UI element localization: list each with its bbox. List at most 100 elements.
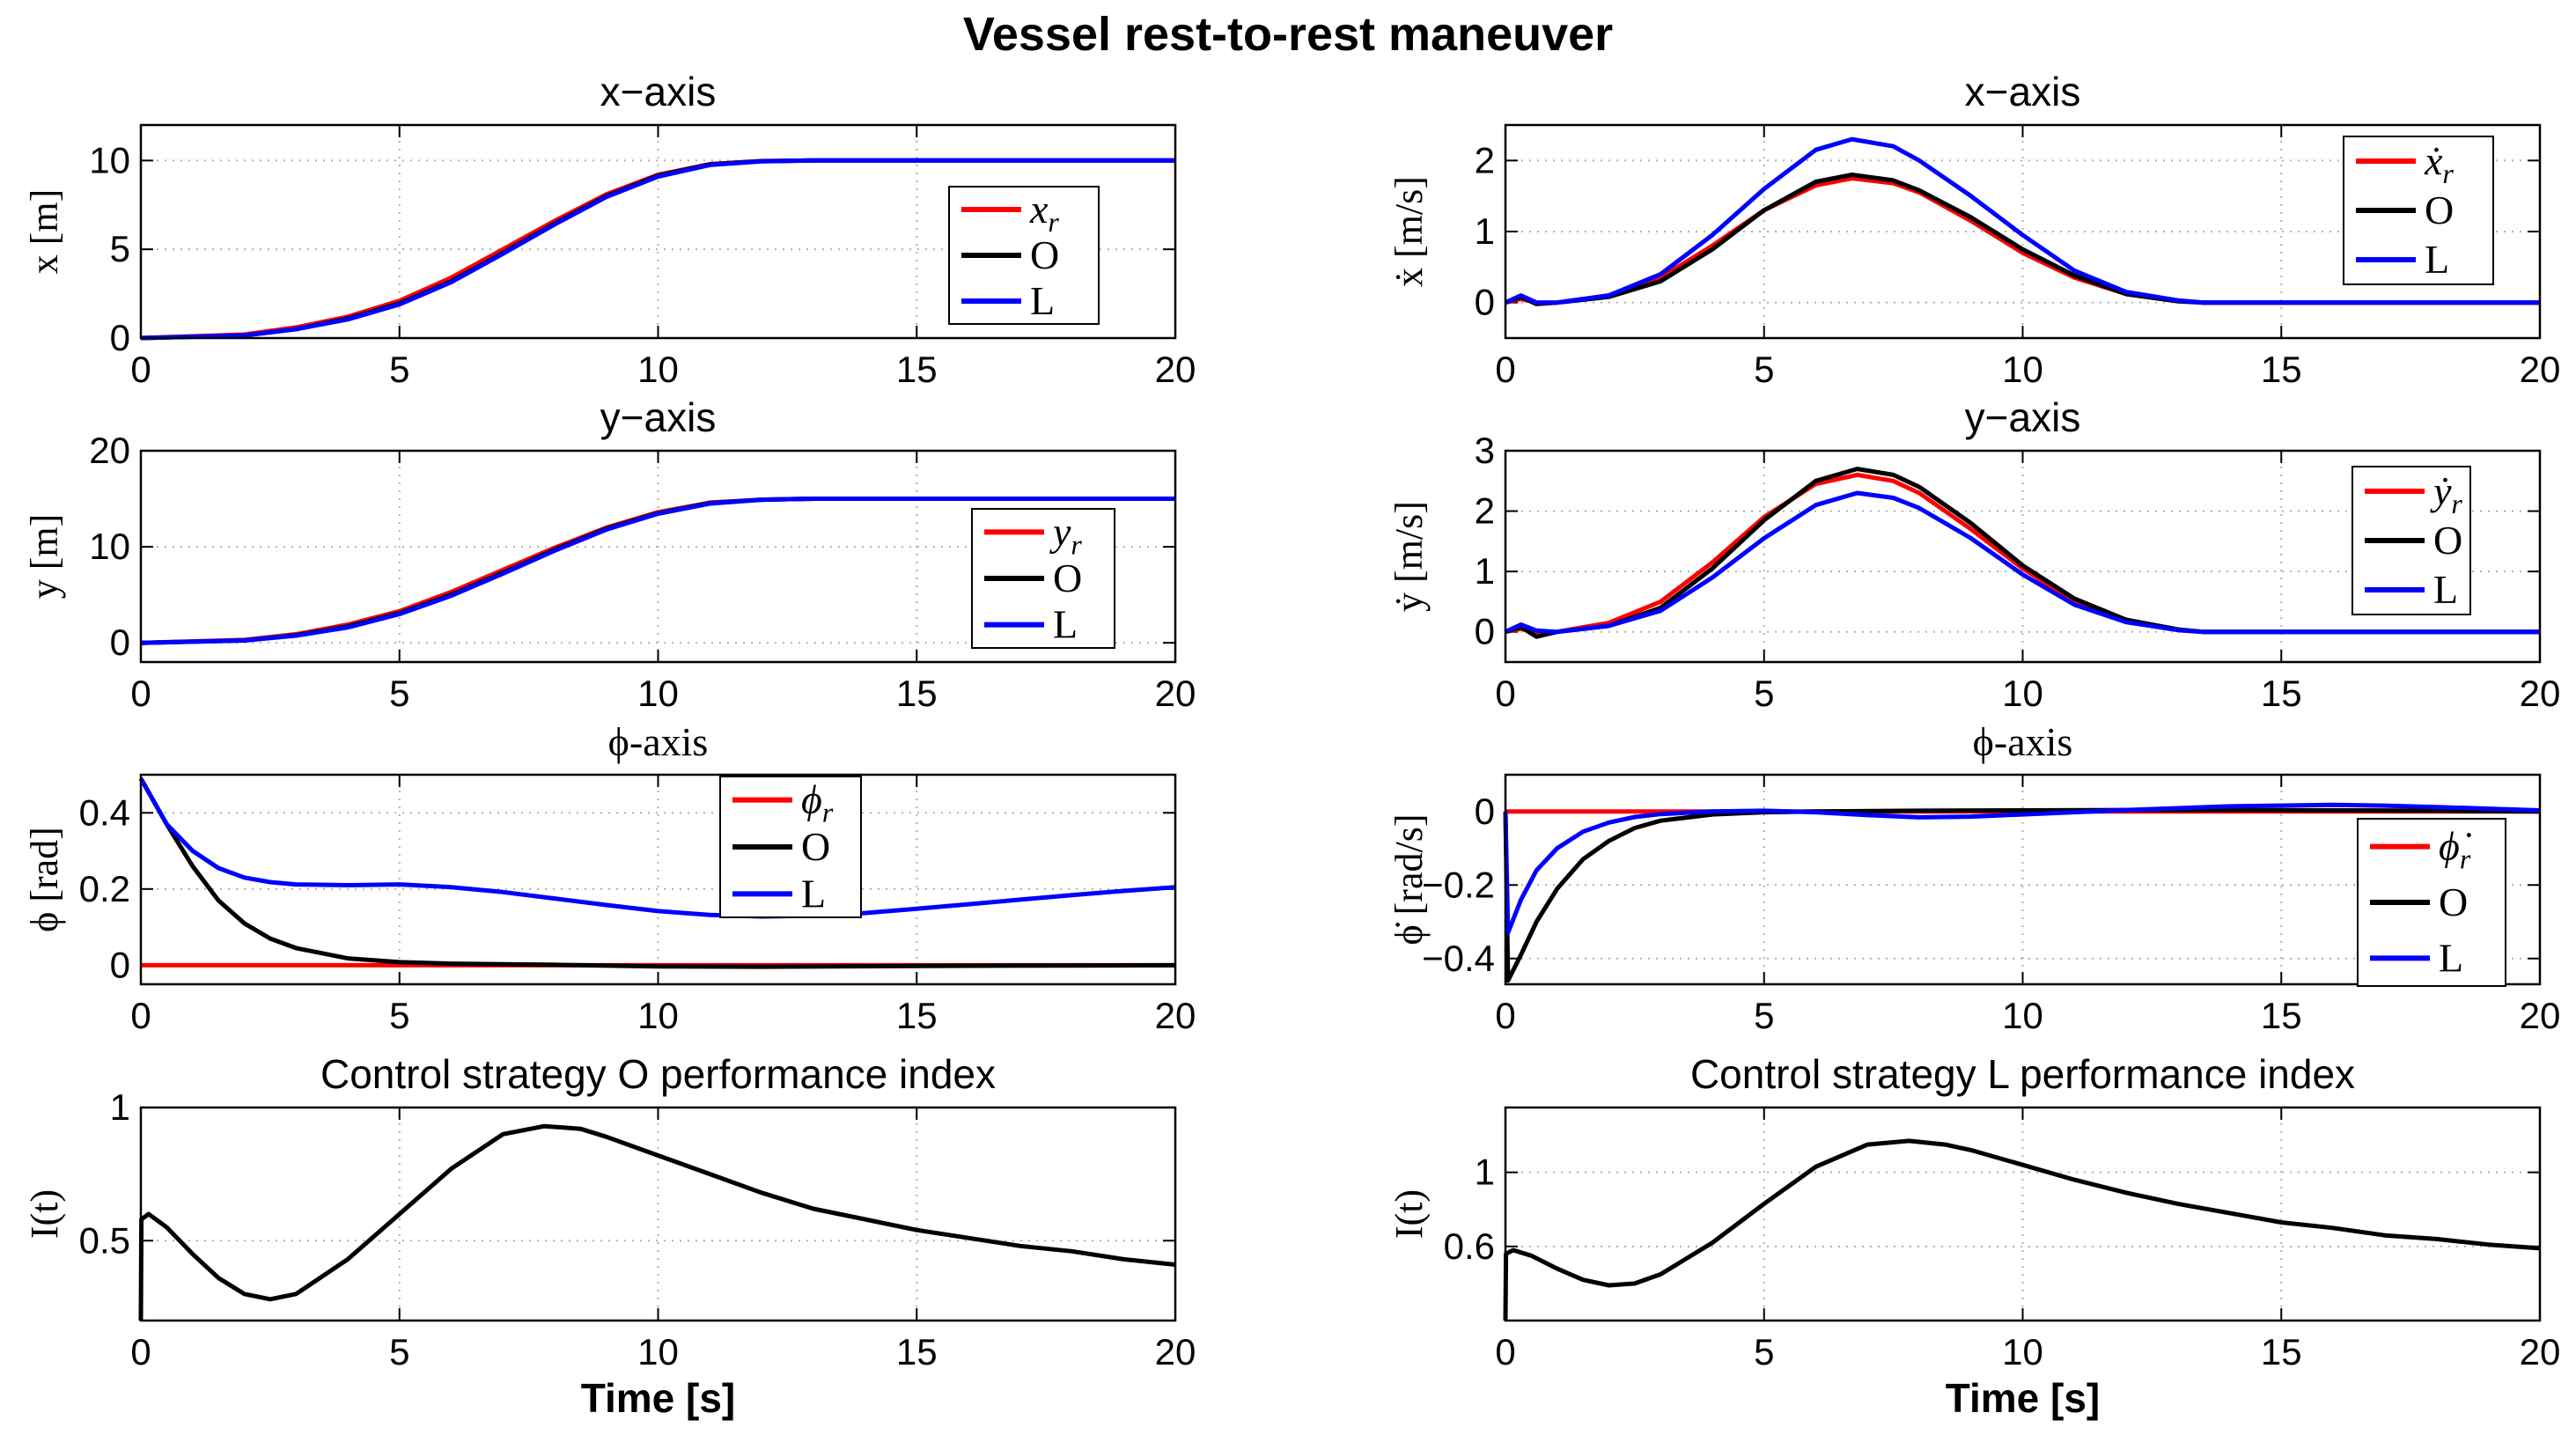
chart-title: x−axis [600, 69, 717, 114]
axes-box [1504, 123, 2542, 340]
chart-title: ϕ-axis [1973, 719, 2073, 764]
series-line-phi-L [138, 777, 1176, 919]
series-line-phi-O [138, 777, 1176, 969]
y-tick-label: 0 [1475, 791, 1495, 832]
y-axis-label: x [m] [23, 189, 66, 275]
series-line-ydot-L [1504, 490, 2540, 635]
axes-box [1504, 1106, 2542, 1322]
x-tick-label: 10 [637, 1331, 679, 1372]
axes-box [139, 123, 1177, 340]
y-tick-label: 0.6 [1444, 1225, 1495, 1267]
x-tick-label: 5 [1754, 349, 1774, 390]
axes-box [139, 449, 1177, 664]
y-tick-label: 0 [1475, 282, 1495, 323]
y-axis-label: ϕ̇ [rad/s] [1387, 814, 1431, 946]
y-tick-label: 1 [110, 1086, 130, 1128]
x-tick-label: 0 [1495, 673, 1515, 714]
legend-label: L [2433, 567, 2458, 612]
y-tick-label: −0.4 [1422, 938, 1495, 979]
chart-title: x−axis [1965, 69, 2081, 114]
series-line-xdot-L [1504, 136, 2540, 305]
x-tick-label: 5 [389, 349, 409, 390]
x-tick-label: 0 [1495, 1331, 1515, 1372]
x-tick-label: 5 [1754, 995, 1774, 1036]
y-tick-label: 3 [1475, 430, 1495, 471]
x-tick-label: 20 [1155, 1331, 1196, 1372]
series-line-indexL-O [1503, 1138, 2541, 1321]
x-tick-label: 10 [2002, 995, 2043, 1036]
legend-label: L [2425, 237, 2449, 282]
series-line-x-L [140, 158, 1175, 341]
x-tick-label: 10 [2002, 673, 2043, 714]
x-tick-label: 0 [130, 995, 151, 1036]
x-tick-label: 5 [1754, 673, 1774, 714]
x-tick-label: 20 [2520, 995, 2561, 1036]
x-tick-label: 20 [1155, 673, 1196, 714]
x-tick-label: 5 [389, 995, 409, 1036]
axes-box [139, 1106, 1177, 1322]
x-tick-label: 10 [2002, 349, 2043, 390]
legend-label: O [1030, 232, 1059, 277]
y-axis-label: I(t) [1387, 1189, 1431, 1239]
y-tick-label: 0 [110, 944, 130, 985]
y-axis-label: y [m] [23, 514, 66, 600]
legend-label: L [1053, 602, 1078, 647]
y-tick-label: 10 [89, 139, 130, 180]
chart-indexL: 0 5 10 15 20 0.6 1 Control strategy L performan… [1387, 1051, 2560, 1421]
x-tick-label: 0 [130, 349, 151, 390]
y-tick-label: 1 [1475, 550, 1495, 592]
x-tick-label: 20 [1155, 349, 1196, 390]
y-tick-label: 0 [1475, 611, 1495, 652]
legend-label: L [1030, 278, 1055, 323]
series-line-phidot-L [1503, 802, 2541, 935]
x-tick-label: 5 [1754, 1331, 1774, 1372]
x-tick-label: 0 [1495, 349, 1515, 390]
axes-box [1504, 449, 2542, 664]
legend-label: O [1053, 556, 1082, 600]
x-tick-label: 15 [896, 349, 938, 390]
y-tick-label: 5 [110, 228, 130, 269]
x-tick-label: 15 [2261, 1331, 2302, 1372]
x-tick-label: 15 [896, 673, 938, 714]
legend-label: xr [1029, 187, 1059, 238]
x-tick-label: 20 [2520, 349, 2561, 390]
x-tick-label: 5 [389, 1331, 409, 1372]
x-tick-label: 0 [130, 1331, 151, 1372]
x-axis-label: Time [s] [1946, 1375, 2101, 1421]
y-tick-label: 0 [110, 622, 130, 663]
axes-box [1504, 773, 2542, 986]
legend-label: O [2433, 518, 2462, 563]
x-tick-label: 10 [2002, 1331, 2043, 1372]
x-tick-label: 0 [1495, 995, 1515, 1036]
x-tick-label: 20 [1155, 995, 1196, 1036]
chart-phidot: 0 5 10 15 20 0 −0.2 −0.4 ϕ-axis ϕ̇ [rad/s] ϕ̇rOL [1387, 719, 2560, 1036]
x-tick-label: 10 [637, 673, 679, 714]
legend-label: L [2439, 935, 2463, 980]
chart-title: y−axis [1965, 394, 2081, 440]
y-tick-label: 0 [110, 317, 130, 358]
y-tick-label: 20 [89, 430, 130, 471]
chart-title: ϕ-axis [608, 719, 709, 764]
legend-label: O [2425, 188, 2454, 232]
x-tick-label: 20 [2520, 673, 2561, 714]
y-tick-label: 2 [1475, 139, 1495, 180]
plot-area-indexL [1505, 1108, 2540, 1321]
y-tick-label: 0.2 [79, 868, 130, 909]
y-tick-label: 1 [1475, 1152, 1495, 1193]
y-tick-label: 0.4 [79, 791, 130, 833]
chart-title: Control strategy L performance index [1690, 1051, 2355, 1097]
x-tick-label: 15 [896, 995, 938, 1036]
x-tick-label: 10 [637, 349, 679, 390]
series-line-y-L [140, 497, 1175, 645]
x-tick-label: 10 [637, 995, 679, 1036]
